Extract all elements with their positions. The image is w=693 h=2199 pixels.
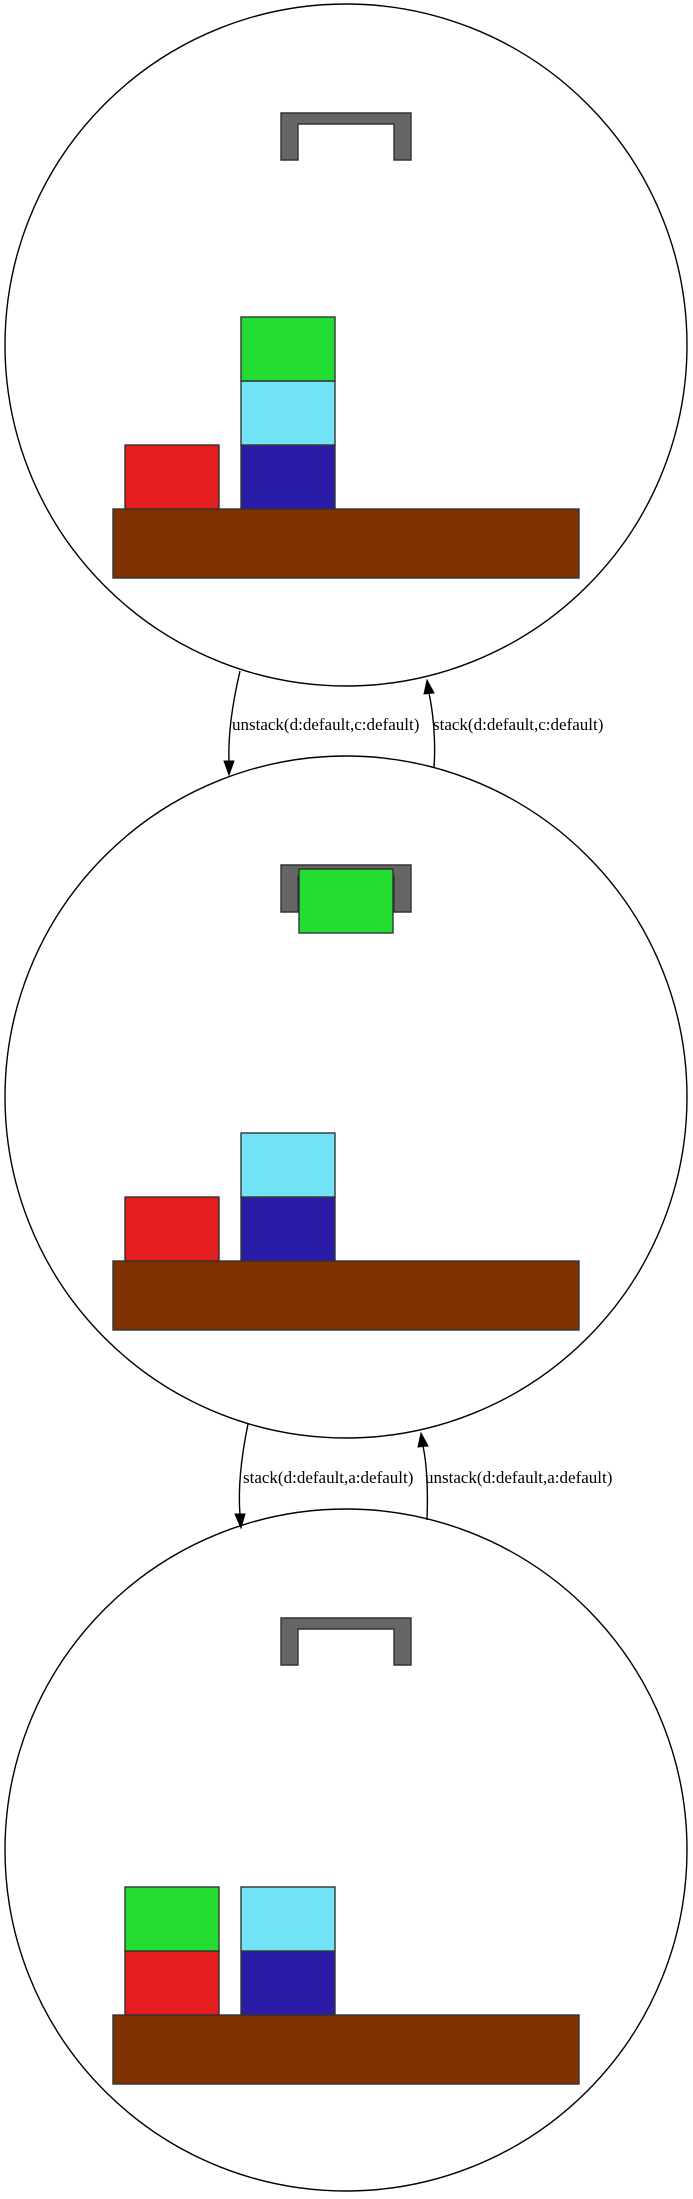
gripper-0	[280, 112, 412, 161]
edge-label-2: stack(d:default,a:default)	[243, 1468, 413, 1487]
edge-2-to-1: unstack(d:default,a:default)	[417, 1431, 612, 1521]
edge-line-1	[428, 692, 436, 768]
edge-0-to-1: unstack(d:default,c:default)	[223, 670, 419, 777]
state-node-2	[4, 1508, 688, 2192]
state-circle-1	[4, 755, 688, 1439]
block-0-1-1	[240, 380, 336, 446]
block-0-0-0	[124, 444, 220, 510]
block-2-0-0	[124, 1950, 220, 2016]
edge-arrow-0	[223, 760, 235, 777]
block-2-0-1	[124, 1886, 220, 1952]
edge-1-to-0: stack(d:default,c:default)	[423, 678, 603, 768]
edge-arrow-1	[423, 678, 435, 695]
edge-line-2	[238, 1423, 249, 1516]
block-0-1-2	[240, 316, 336, 382]
edge-line-3	[422, 1445, 429, 1521]
edge-label-1: stack(d:default,c:default)	[433, 715, 603, 734]
state-node-1	[4, 755, 688, 1439]
block-1-1-1	[240, 1132, 336, 1198]
table-2	[112, 2014, 580, 2085]
block-2-1-1	[240, 1886, 336, 1952]
table-1	[112, 1260, 580, 1331]
state-circle-2	[4, 1508, 688, 2192]
state-node-0	[4, 3, 688, 687]
edge-arrow-3	[417, 1431, 429, 1448]
edge-label-0: unstack(d:default,c:default)	[232, 715, 419, 734]
edge-line-0	[228, 670, 241, 763]
block-2-1-0	[240, 1950, 336, 2016]
block-0-1-0	[240, 444, 336, 510]
edge-arrow-2	[234, 1513, 246, 1530]
table-0	[112, 508, 580, 579]
block-1-0-0	[124, 1196, 220, 1262]
gripper-2	[280, 1617, 412, 1666]
held-block-1	[298, 868, 394, 934]
block-1-1-0	[240, 1196, 336, 1262]
edge-1-to-2: stack(d:default,a:default)	[234, 1423, 413, 1530]
edge-label-3: unstack(d:default,a:default)	[425, 1468, 612, 1487]
state-circle-0	[4, 3, 688, 687]
